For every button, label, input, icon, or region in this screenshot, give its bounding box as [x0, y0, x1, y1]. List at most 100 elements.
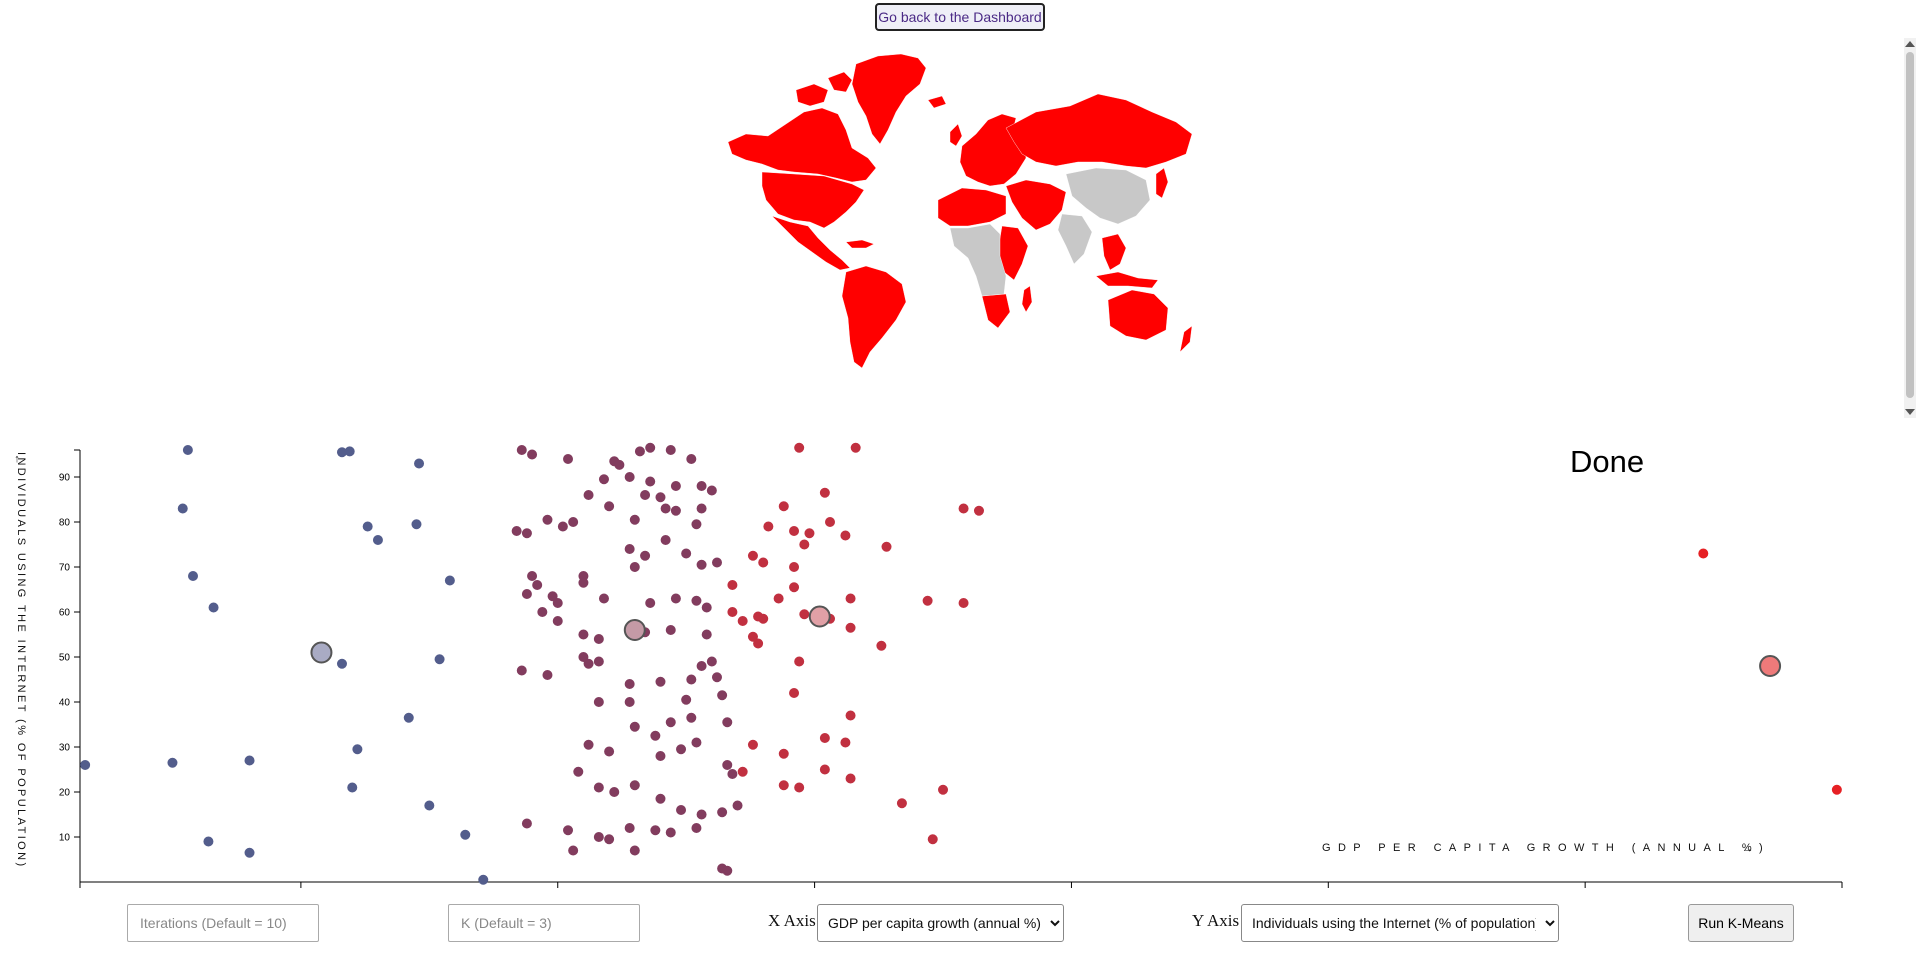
- data-point[interactable]: [794, 656, 805, 667]
- data-point[interactable]: [778, 780, 789, 791]
- data-point[interactable]: [670, 593, 681, 604]
- data-point[interactable]: [799, 609, 810, 620]
- data-point[interactable]: [655, 793, 666, 804]
- data-point[interactable]: [537, 607, 548, 617]
- data-point[interactable]: [665, 625, 676, 635]
- data-point[interactable]: [1698, 548, 1709, 559]
- centroid-point[interactable]: [623, 619, 646, 641]
- data-point[interactable]: [655, 751, 666, 761]
- map-country-canada[interactable]: [727, 107, 877, 183]
- data-point[interactable]: [629, 514, 640, 525]
- data-point[interactable]: [927, 834, 938, 845]
- data-point[interactable]: [624, 823, 635, 833]
- data-point[interactable]: [778, 748, 789, 759]
- data-point[interactable]: [650, 730, 661, 741]
- data-point[interactable]: [825, 517, 836, 527]
- data-point[interactable]: [763, 521, 774, 532]
- data-point[interactable]: [336, 658, 347, 669]
- data-point[interactable]: [604, 501, 615, 512]
- data-point[interactable]: [1831, 784, 1842, 795]
- data-point[interactable]: [845, 622, 856, 633]
- data-point[interactable]: [686, 674, 697, 685]
- data-point[interactable]: [819, 733, 830, 743]
- data-point[interactable]: [665, 717, 676, 728]
- data-point[interactable]: [881, 541, 892, 552]
- data-point[interactable]: [706, 485, 717, 496]
- data-point[interactable]: [578, 577, 589, 588]
- map-country-arctic-islands[interactable]: [795, 71, 853, 107]
- data-point[interactable]: [845, 593, 856, 604]
- map-country-australia[interactable]: [1107, 289, 1169, 341]
- data-point[interactable]: [372, 535, 383, 545]
- data-point[interactable]: [521, 589, 532, 599]
- data-point[interactable]: [670, 481, 681, 491]
- data-point[interactable]: [840, 530, 851, 541]
- data-point[interactable]: [208, 602, 219, 613]
- data-point[interactable]: [244, 847, 255, 858]
- data-point[interactable]: [696, 809, 707, 820]
- data-point[interactable]: [670, 505, 681, 516]
- data-point[interactable]: [799, 539, 810, 550]
- data-point[interactable]: [424, 800, 435, 811]
- data-point[interactable]: [686, 454, 697, 464]
- data-point[interactable]: [444, 575, 455, 586]
- data-point[interactable]: [629, 780, 640, 791]
- data-point[interactable]: [336, 447, 347, 458]
- data-point[interactable]: [563, 825, 574, 836]
- data-point[interactable]: [182, 445, 193, 455]
- data-point[interactable]: [691, 737, 702, 748]
- data-point[interactable]: [732, 800, 743, 811]
- data-point[interactable]: [552, 616, 563, 626]
- data-point[interactable]: [681, 548, 692, 559]
- data-point[interactable]: [958, 503, 969, 514]
- map-country-iceland[interactable]: [927, 95, 947, 109]
- data-point[interactable]: [938, 784, 949, 795]
- data-point[interactable]: [362, 521, 373, 532]
- data-point[interactable]: [557, 521, 568, 532]
- map-country-southern-africa[interactable]: [981, 293, 1011, 329]
- data-point[interactable]: [167, 757, 178, 768]
- data-point[interactable]: [701, 629, 712, 640]
- data-point[interactable]: [583, 739, 594, 750]
- data-point[interactable]: [645, 476, 656, 487]
- data-point[interactable]: [624, 472, 635, 482]
- data-point[interactable]: [845, 710, 856, 721]
- data-point[interactable]: [604, 834, 615, 845]
- data-point[interactable]: [747, 739, 758, 750]
- data-point[interactable]: [411, 519, 422, 530]
- data-point[interactable]: [593, 634, 604, 644]
- map-country-central-africa[interactable]: [949, 223, 1007, 297]
- data-point[interactable]: [804, 528, 815, 539]
- centroid-point[interactable]: [310, 641, 333, 664]
- data-point[interactable]: [717, 690, 728, 701]
- data-point[interactable]: [789, 526, 800, 536]
- centroid-point[interactable]: [1759, 655, 1782, 677]
- data-point[interactable]: [434, 654, 445, 665]
- data-point[interactable]: [568, 517, 579, 527]
- map-country-indonesia[interactable]: [1095, 271, 1159, 289]
- data-point[interactable]: [629, 845, 640, 856]
- data-point[interactable]: [840, 737, 851, 748]
- data-point[interactable]: [634, 446, 645, 457]
- data-point[interactable]: [532, 580, 543, 590]
- data-point[interactable]: [711, 672, 722, 683]
- data-point[interactable]: [789, 562, 800, 572]
- data-point[interactable]: [598, 593, 609, 604]
- data-point[interactable]: [676, 744, 687, 755]
- iterations-input[interactable]: [127, 904, 319, 942]
- data-point[interactable]: [593, 656, 604, 667]
- map-country-southeast-asia[interactable]: [1101, 233, 1127, 271]
- data-point[interactable]: [696, 503, 707, 514]
- data-point[interactable]: [676, 805, 687, 815]
- data-point[interactable]: [347, 782, 358, 793]
- data-point[interactable]: [758, 557, 769, 568]
- data-point[interactable]: [850, 442, 861, 453]
- data-point[interactable]: [583, 490, 594, 500]
- data-point[interactable]: [593, 832, 604, 842]
- map-country-caribbean[interactable]: [845, 239, 875, 249]
- data-point[interactable]: [737, 616, 748, 626]
- data-point[interactable]: [624, 679, 635, 689]
- data-point[interactable]: [527, 571, 538, 581]
- data-point[interactable]: [722, 865, 733, 876]
- data-point[interactable]: [177, 503, 188, 514]
